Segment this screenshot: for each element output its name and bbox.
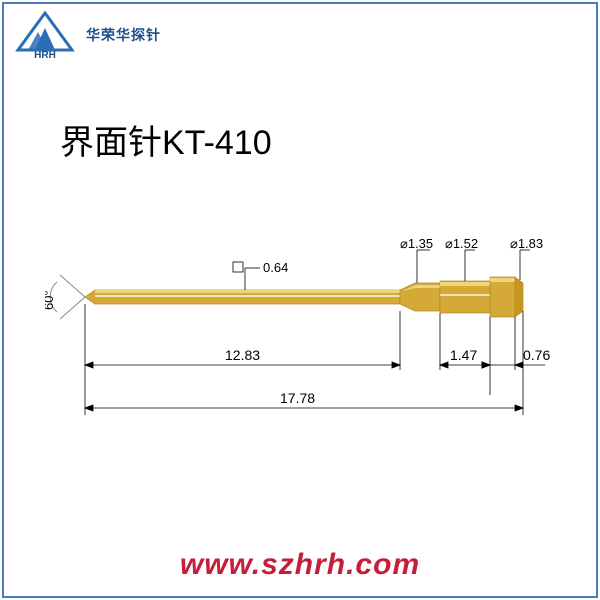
dia-shaft: 0.64 xyxy=(263,260,288,275)
tip-angle-label: 60° xyxy=(45,290,56,310)
len-head1: 1.47 xyxy=(450,347,477,363)
probe-diagram: 60° xyxy=(45,220,555,470)
probe-head xyxy=(490,277,523,317)
len-shaft: 12.83 xyxy=(225,347,260,363)
probe-collar-2 xyxy=(440,281,490,313)
probe-collar-1 xyxy=(400,283,440,311)
dia-collar2: ⌀1.52 xyxy=(445,236,478,251)
brand-logo: HRH 华荣华探针 xyxy=(10,10,161,60)
len-total: 17.78 xyxy=(280,390,315,406)
brand-chinese: 华荣华探针 xyxy=(86,25,161,45)
website-url: www.szhrh.com xyxy=(0,548,600,582)
dia-collar1: ⌀1.35 xyxy=(400,236,433,251)
len-head2: 0.76 xyxy=(523,347,550,363)
logo-triangle-icon: HRH xyxy=(10,10,80,60)
logo-name: HRH xyxy=(34,50,56,60)
probe-shaft xyxy=(85,290,400,304)
dia-head: ⌀1.83 xyxy=(510,236,543,251)
product-title: 界面针KT-410 xyxy=(60,115,272,164)
